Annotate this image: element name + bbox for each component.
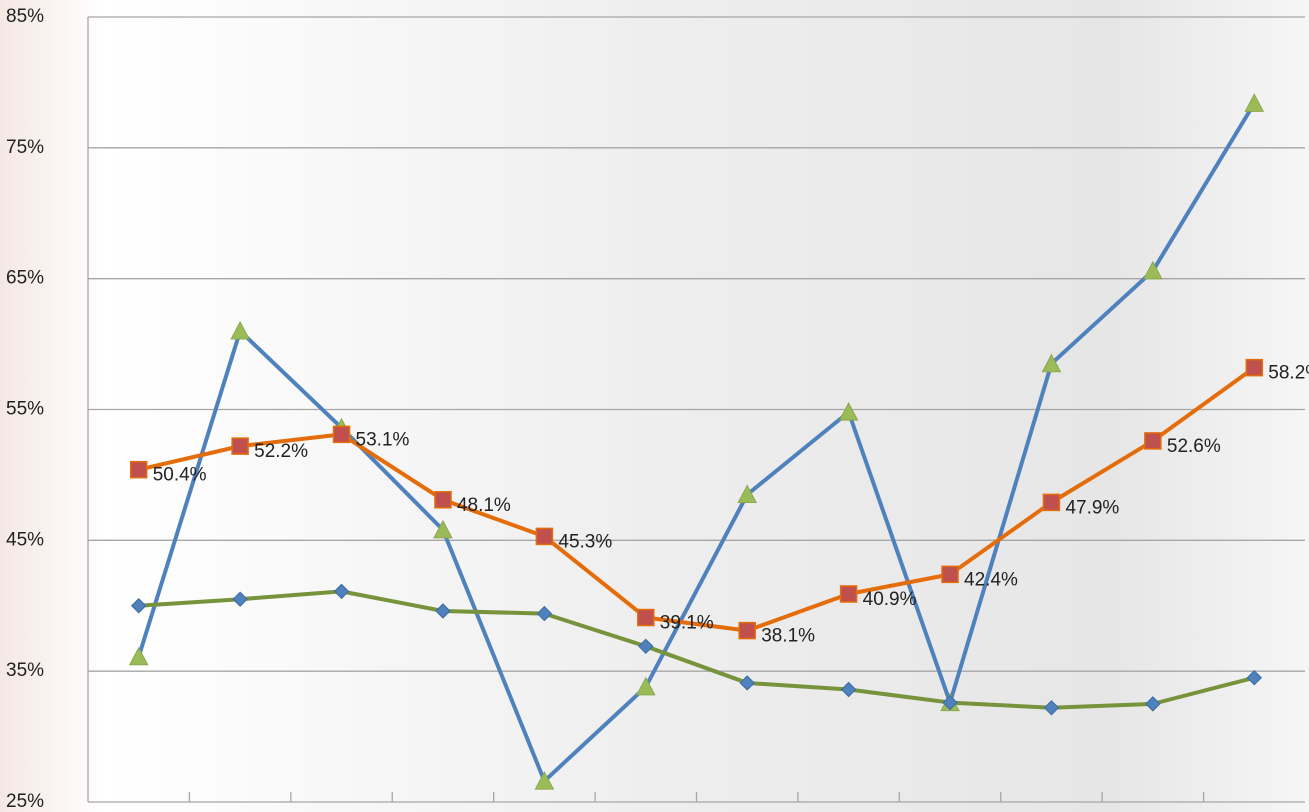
data-label: 48.1% <box>457 495 511 516</box>
marker <box>435 492 451 508</box>
marker <box>1043 494 1059 510</box>
marker <box>334 426 350 442</box>
data-label: 38.1% <box>761 626 815 647</box>
chart: 25% 35% 45% 55% 65% 75% 85% 50.4% 52.2% 53.1% 48.1… <box>0 0 1309 812</box>
data-label: 58.2% <box>1268 363 1309 384</box>
marker <box>232 438 248 454</box>
marker <box>1145 433 1161 449</box>
marker <box>841 586 857 602</box>
page: {"chart_data": {"type": "line", "categor… <box>0 0 1309 812</box>
data-label: 52.2% <box>254 441 308 462</box>
data-label: 45.3% <box>558 531 612 552</box>
marker <box>638 610 654 626</box>
marker <box>536 528 552 544</box>
y-tick-label: 45% <box>6 529 44 550</box>
y-tick-label: 75% <box>6 137 44 158</box>
data-label: 52.6% <box>1167 436 1221 457</box>
marker <box>131 462 147 478</box>
y-tick-label: 55% <box>6 399 44 420</box>
y-tick-label: 25% <box>6 791 44 812</box>
marker <box>942 566 958 582</box>
y-tick-label: 35% <box>6 660 44 681</box>
background <box>0 0 1309 812</box>
data-label: 39.1% <box>660 613 714 634</box>
marker <box>739 623 755 639</box>
data-label: 50.4% <box>153 465 207 486</box>
data-label: 42.4% <box>964 569 1018 590</box>
data-label: 53.1% <box>356 429 410 450</box>
data-label: 47.9% <box>1065 497 1119 518</box>
y-tick-label: 85% <box>6 6 44 27</box>
marker <box>1246 360 1262 376</box>
y-tick-label: 65% <box>6 268 44 289</box>
data-label: 40.9% <box>863 589 917 610</box>
